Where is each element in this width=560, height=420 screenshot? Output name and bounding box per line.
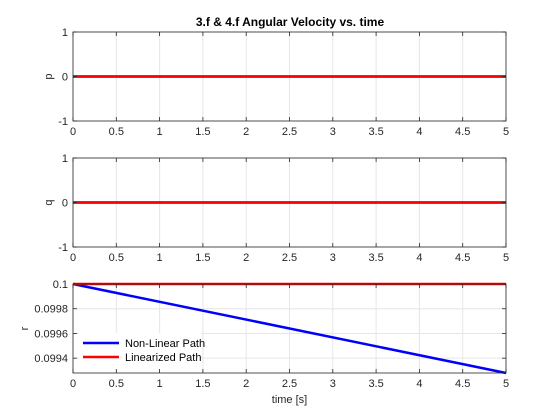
x-tick-label: 0 xyxy=(70,378,76,390)
x-tick-label: 5 xyxy=(503,126,509,138)
x-tick-label: 1.5 xyxy=(195,378,210,390)
x-tick-label: 3 xyxy=(330,126,336,138)
y-tick-label: 1 xyxy=(62,153,68,165)
x-tick-label: 3 xyxy=(330,252,336,264)
x-tick-label: 1 xyxy=(157,252,163,264)
subplot-r: 0 0.5 1 1.5 2 2.5 3 3.5 4 4.5 5 0.0994 0.0996 0.0998 0… xyxy=(19,279,509,406)
y-tick-label: 0.0994 xyxy=(34,353,68,365)
x-tick-label: 2 xyxy=(243,378,249,390)
series-line-non-linear-path xyxy=(72,282,507,375)
x-tick-label: 0 xyxy=(70,252,76,264)
x-tick-label: 4 xyxy=(416,378,422,390)
y-tick-label: 0 xyxy=(62,72,68,84)
x-tick-label: 4 xyxy=(416,126,422,138)
legend-entry: Linearized Path xyxy=(125,352,201,364)
x-tick-label: 2.5 xyxy=(282,378,297,390)
x-tick-label: 5 xyxy=(503,378,509,390)
y-tick-label: -1 xyxy=(58,116,68,128)
y-axis-label: r xyxy=(19,326,31,330)
x-tick-label: 1 xyxy=(157,126,163,138)
x-tick-label: 2.5 xyxy=(282,252,297,264)
x-tick-label: 3.5 xyxy=(368,378,383,390)
legend-entry: Non-Linear Path xyxy=(125,338,205,350)
y-tick-label: 0.1 xyxy=(53,279,68,291)
y-axis-label: q xyxy=(43,199,55,205)
x-tick-label: 4.5 xyxy=(455,252,470,264)
x-tick-label: 3.5 xyxy=(368,126,383,138)
x-tick-label: 3 xyxy=(330,378,336,390)
x-tick-label: 0.5 xyxy=(109,378,124,390)
x-tick-label: 1 xyxy=(157,378,163,390)
y-tick-label: 0.0996 xyxy=(34,328,68,340)
y-tick-label: 0 xyxy=(62,198,68,210)
y-tick-label: -1 xyxy=(58,242,68,254)
x-tick-label: 2 xyxy=(243,252,249,264)
x-tick-label: 4.5 xyxy=(455,126,470,138)
legend-box xyxy=(79,333,201,369)
x-tick-label: 4.5 xyxy=(455,378,470,390)
x-tick-label: 1.5 xyxy=(195,252,210,264)
y-tick-label: 0.0998 xyxy=(34,304,68,316)
x-tick-label: 3.5 xyxy=(368,252,383,264)
chart-title: 3.f & 4.f Angular Velocity vs. time xyxy=(196,15,385,29)
x-tick-label: 4 xyxy=(416,252,422,264)
x-tick-label: 0 xyxy=(70,126,76,138)
x-tick-label: 1.5 xyxy=(195,126,210,138)
x-tick-label: 0.5 xyxy=(109,126,124,138)
x-tick-label: 2.5 xyxy=(282,126,297,138)
x-tick-label: 5 xyxy=(503,252,509,264)
x-tick-label: 0.5 xyxy=(109,252,124,264)
y-tick-label: 1 xyxy=(62,27,68,39)
x-tick-label: 2 xyxy=(243,126,249,138)
legend: Non-Linear Path Linearized Path xyxy=(79,333,205,369)
x-axis-label: time [s] xyxy=(272,394,307,406)
y-axis-label: p xyxy=(43,73,55,79)
